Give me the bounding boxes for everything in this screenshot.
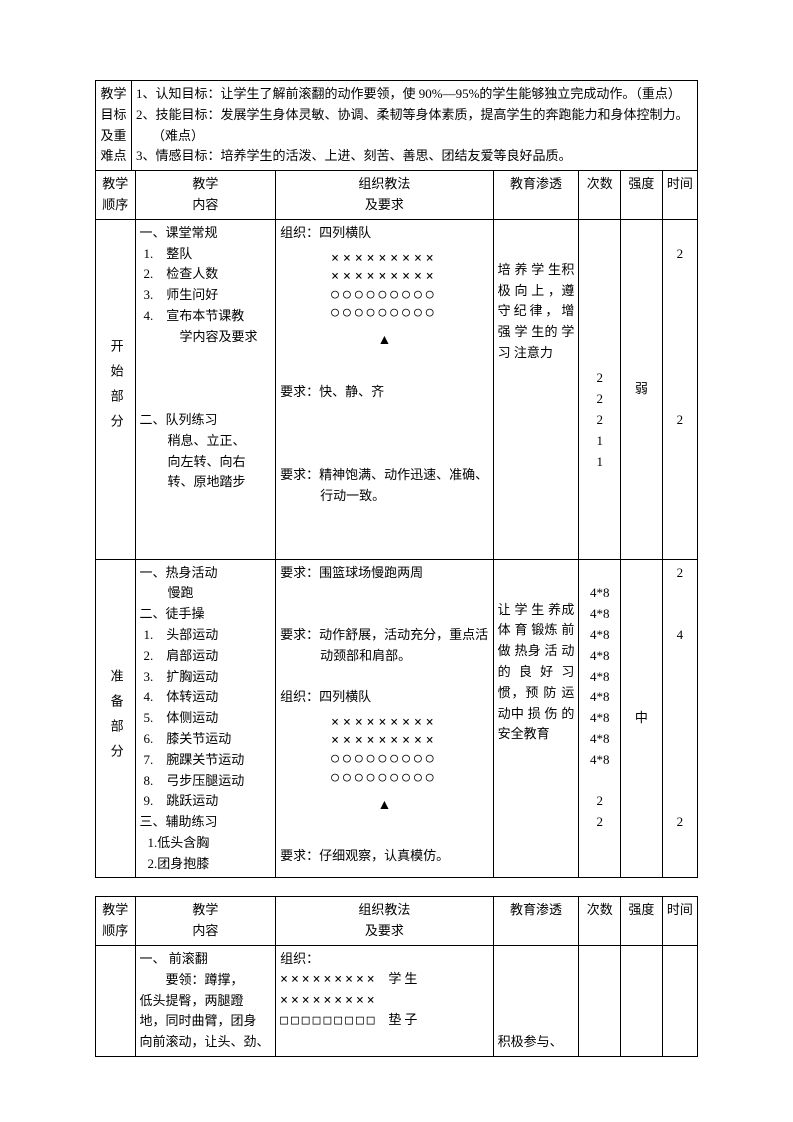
prep-edu: 让 学 生 养成 体 育 锻炼 前 做 热身 活 动 的良好习惯，预 防 运 动… bbox=[493, 559, 579, 878]
prep-times: 2 4 2 bbox=[662, 559, 697, 878]
prep-formation: ××××××××× ××××××××× ○○○○○○○○○ ○○○○○○○○○ bbox=[280, 714, 489, 787]
hdr-edu: 教育渗透 bbox=[493, 171, 579, 220]
prep-content: 一、热身活动 慢跑 二、徒手操 1. 头部运动 2. 肩部运动 3. 扩胸运动 … bbox=[135, 559, 276, 878]
formation-diagram: ××××××××× ××××××××× ○○○○○○○○○ ○○○○○○○○○ bbox=[280, 250, 489, 323]
objectives-content: 1、认知目标：让学生了解前滚翻的动作要领，使 90%—95%的学生能够独立完成动… bbox=[132, 81, 698, 171]
row-start: 开始部分 一、课堂常规 1. 整队 2. 检查人数 3. 师生问好 4. 宣布本… bbox=[96, 219, 698, 559]
objective-3: 3、情感目标：培养学生的活泼、上进、刻苦、善思、团结友爱等良好品质。 bbox=[136, 146, 693, 167]
lesson-table-2: 教学顺序 教学 内容 组织教法 及要求 教育渗透 次数 强度 时间 一、 前滚翻… bbox=[95, 896, 698, 1057]
hdr-seq: 教学顺序 bbox=[96, 171, 136, 220]
main-edu: 积极参与、 bbox=[493, 946, 579, 1057]
start-method: 组织：四列横队 ××××××××× ××××××××× ○○○○○○○○○ ○○… bbox=[276, 219, 494, 559]
objectives-label: 教学目标及重难点 bbox=[96, 81, 132, 171]
objective-2: 2、技能目标：发展学生身体灵敏、协调、柔韧等身体素质，提高学生的奔跑能力和身体控… bbox=[136, 105, 693, 147]
prep-counts: 4*8 4*8 4*8 4*8 4*8 4*8 4*8 4*8 4*8 2 2 bbox=[579, 559, 621, 878]
main-time bbox=[662, 946, 697, 1057]
start-intensity: 弱 bbox=[621, 219, 663, 559]
hdr-intensity: 强度 bbox=[621, 171, 663, 220]
main-content: 一、 前滚翻 要领：蹲撑， 低头提臀，两腿蹬 地，同时曲臂，团身 向前滚动，让头… bbox=[135, 946, 276, 1057]
main-count bbox=[579, 946, 621, 1057]
start-content: 一、课堂常规 1. 整队 2. 检查人数 3. 师生问好 4. 宣布本节课教 学… bbox=[135, 219, 276, 559]
prep-method: 要求：围篮球场慢跑两周 要求：动作舒展，活动充分，重点活动颈部和肩部。 组织：四… bbox=[276, 559, 494, 878]
row-prep: 准备部分 一、热身活动 慢跑 二、徒手操 1. 头部运动 2. 肩部运动 3. … bbox=[96, 559, 698, 878]
objectives-table: 教学目标及重难点 1、认知目标：让学生了解前滚翻的动作要领，使 90%—95%的… bbox=[95, 80, 698, 171]
lesson-table-1: 教学顺序 教学 内容 组织教法 及要求 教育渗透 次数 强度 时间 开始部分 一… bbox=[95, 170, 698, 878]
start-edu: 培 养 学 生积 极 向 上 ，遵守纪律，增 强 学 生的 学 习 注意力 bbox=[493, 219, 579, 559]
start-counts: 2 2 2 1 1 bbox=[579, 219, 621, 559]
teacher-marker: ▲ bbox=[280, 330, 489, 352]
start-times: 2 2 bbox=[662, 219, 697, 559]
prep-intensity: 中 bbox=[621, 559, 663, 878]
prep-label: 准备部分 bbox=[96, 559, 136, 878]
objective-1: 1、认知目标：让学生了解前滚翻的动作要领，使 90%—95%的学生能够独立完成动… bbox=[136, 84, 693, 105]
header-row-2: 教学顺序 教学 内容 组织教法 及要求 教育渗透 次数 强度 时间 bbox=[96, 897, 698, 946]
main-label bbox=[96, 946, 136, 1057]
start-label: 开始部分 bbox=[96, 219, 136, 559]
main-intensity bbox=[621, 946, 663, 1057]
hdr-method: 组织教法 及要求 bbox=[276, 171, 494, 220]
hdr-content: 教学 内容 bbox=[135, 171, 276, 220]
main-method: 组织： ××××××××× 学生 ××××××××× □□□□□□□□□ 垫子 bbox=[276, 946, 494, 1057]
hdr-time: 时间 bbox=[662, 171, 697, 220]
row-main: 一、 前滚翻 要领：蹲撑， 低头提臀，两腿蹬 地，同时曲臂，团身 向前滚动，让头… bbox=[96, 946, 698, 1057]
header-row: 教学顺序 教学 内容 组织教法 及要求 教育渗透 次数 强度 时间 bbox=[96, 171, 698, 220]
hdr-count: 次数 bbox=[579, 171, 621, 220]
